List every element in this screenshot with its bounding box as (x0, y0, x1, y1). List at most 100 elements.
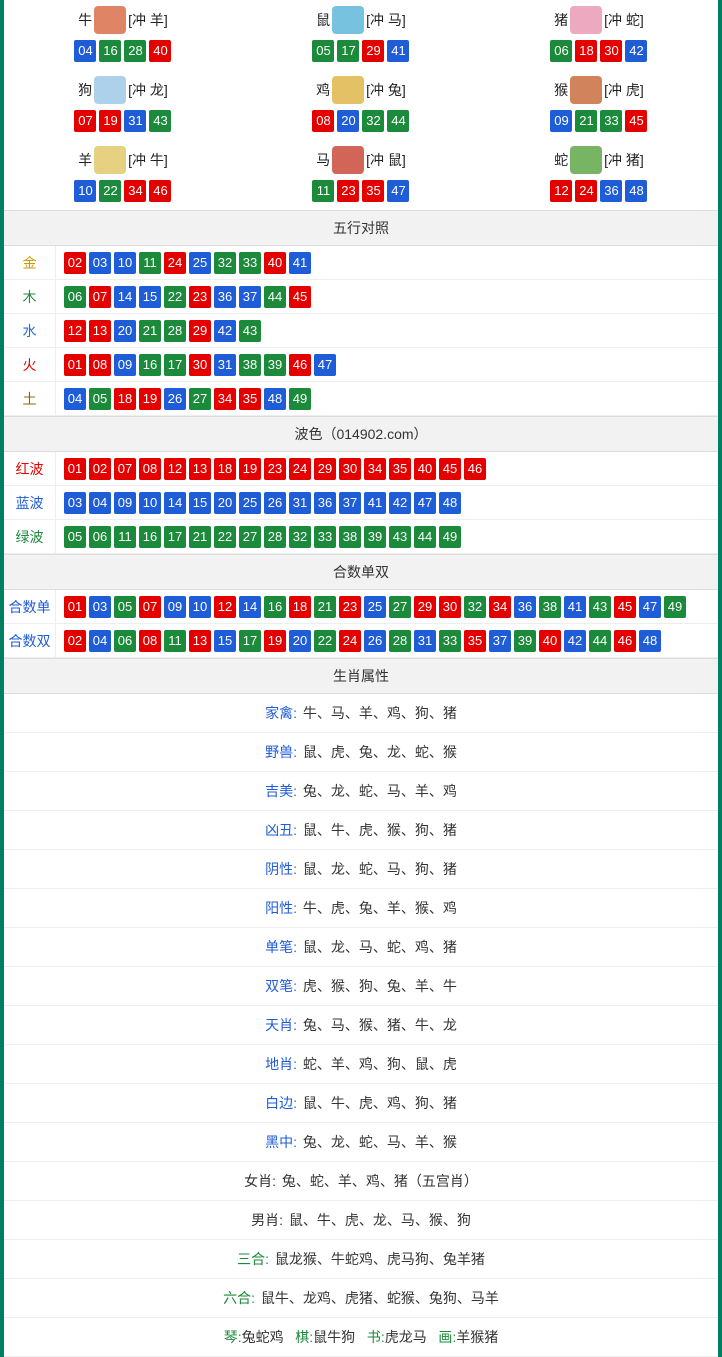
number-ball: 47 (414, 492, 436, 514)
zodiac-balls: 06183042 (480, 40, 718, 62)
zodiac-balls: 05172941 (242, 40, 480, 62)
number-ball: 44 (264, 286, 286, 308)
number-ball: 28 (264, 526, 286, 548)
number-ball: 13 (89, 320, 111, 342)
attribute-value: 鼠、牛、虎、猴、狗、猪 (303, 822, 457, 838)
attribute-value: 虎龙马 (385, 1329, 427, 1345)
number-ball: 48 (625, 180, 647, 202)
number-ball: 29 (314, 458, 336, 480)
number-ball: 40 (539, 630, 561, 652)
attribute-value: 鼠、牛、虎、鸡、狗、猪 (303, 1095, 457, 1111)
number-ball: 31 (414, 630, 436, 652)
number-ball: 30 (600, 40, 622, 62)
zodiac-header: 鼠[冲 马] (242, 4, 480, 36)
attribute-row-multi: 琴:兔蛇鸡 棋:鼠牛狗 书:虎龙马 画:羊猴猪 (4, 1318, 718, 1357)
attribute-label: 白边: (265, 1095, 301, 1111)
number-ball: 19 (239, 458, 261, 480)
number-ball: 38 (239, 354, 261, 376)
number-ball: 40 (264, 252, 286, 274)
number-ball: 38 (339, 526, 361, 548)
attribute-label: 黑中: (265, 1134, 301, 1150)
section-header-wuxing: 五行对照 (4, 210, 718, 246)
zodiac-name: 鼠 (316, 10, 330, 30)
attribute-row: 双笔: 虎、猴、狗、兔、羊、牛 (4, 967, 718, 1006)
number-ball: 47 (314, 354, 336, 376)
number-ball: 37 (339, 492, 361, 514)
number-ball: 46 (149, 180, 171, 202)
row-label: 蓝波 (4, 486, 56, 519)
attribute-value: 蛇、羊、鸡、狗、鼠、虎 (303, 1056, 457, 1072)
separator (284, 1329, 296, 1345)
number-ball: 43 (389, 526, 411, 548)
zodiac-animal-icon (94, 6, 126, 34)
number-ball: 21 (189, 526, 211, 548)
attribute-label: 地肖: (265, 1056, 301, 1072)
number-ball: 08 (89, 354, 111, 376)
attribute-row: 阳性: 牛、虎、兔、羊、猴、鸡 (4, 889, 718, 928)
attribute-value: 羊猴猪 (456, 1329, 498, 1345)
section-header-heshu: 合数单双 (4, 554, 718, 590)
number-ball: 08 (312, 110, 334, 132)
zodiac-name: 猪 (554, 10, 568, 30)
number-ball: 37 (239, 286, 261, 308)
number-ball: 03 (64, 492, 86, 514)
number-ball: 49 (289, 388, 311, 410)
attribute-label: 六合: (223, 1290, 259, 1306)
number-ball: 40 (414, 458, 436, 480)
bose-row: 红波0102070812131819232429303435404546 (4, 452, 718, 486)
attribute-label: 画: (438, 1329, 456, 1345)
row-label: 合数双 (4, 624, 56, 657)
number-ball: 17 (239, 630, 261, 652)
attribute-row: 家禽: 牛、马、羊、鸡、狗、猪 (4, 694, 718, 733)
separator (355, 1329, 367, 1345)
number-ball: 03 (89, 596, 111, 618)
number-ball: 06 (550, 40, 572, 62)
zodiac-grid: 牛[冲 羊]04162840鼠[冲 马]05172941猪[冲 蛇]061830… (4, 0, 718, 210)
attribute-row: 黑中: 兔、龙、蛇、马、羊、猴 (4, 1123, 718, 1162)
row-label: 绿波 (4, 520, 56, 553)
wuxing-row: 土04051819262734354849 (4, 382, 718, 416)
number-ball: 36 (214, 286, 236, 308)
number-ball: 24 (164, 252, 186, 274)
attribute-value: 鼠牛、龙鸡、虎猪、蛇猴、兔狗、马羊 (261, 1290, 499, 1306)
number-ball: 05 (64, 526, 86, 548)
number-ball: 35 (362, 180, 384, 202)
number-ball: 35 (239, 388, 261, 410)
number-ball: 45 (289, 286, 311, 308)
number-ball: 22 (164, 286, 186, 308)
number-ball: 07 (89, 286, 111, 308)
number-ball: 47 (387, 180, 409, 202)
wuxing-row: 水1213202128294243 (4, 314, 718, 348)
number-ball: 28 (164, 320, 186, 342)
number-ball: 04 (64, 388, 86, 410)
number-ball: 24 (575, 180, 597, 202)
number-ball: 14 (239, 596, 261, 618)
zodiac-balls: 07193143 (4, 110, 242, 132)
number-ball: 21 (139, 320, 161, 342)
attribute-value: 鼠、虎、兔、龙、蛇、猴 (303, 744, 457, 760)
number-ball: 05 (312, 40, 334, 62)
zodiac-cell: 鸡[冲 兔]08203244 (242, 70, 480, 140)
number-ball: 48 (264, 388, 286, 410)
attribute-label: 三合: (237, 1251, 273, 1267)
attribute-value: 牛、虎、兔、羊、猴、鸡 (303, 900, 457, 916)
number-ball: 32 (362, 110, 384, 132)
zodiac-header: 牛[冲 羊] (4, 4, 242, 36)
number-ball: 36 (314, 492, 336, 514)
number-ball: 39 (264, 354, 286, 376)
page-container: 牛[冲 羊]04162840鼠[冲 马]05172941猪[冲 蛇]061830… (0, 0, 722, 1357)
separator (427, 1329, 439, 1345)
number-ball: 46 (289, 354, 311, 376)
number-ball: 09 (164, 596, 186, 618)
zodiac-header: 鸡[冲 兔] (242, 74, 480, 106)
attribute-value: 兔、蛇、羊、鸡、猪（五宫肖） (282, 1173, 478, 1189)
attribute-value: 兔蛇鸡 (242, 1329, 284, 1345)
number-ball: 24 (339, 630, 361, 652)
number-ball: 39 (364, 526, 386, 548)
number-ball: 41 (387, 40, 409, 62)
number-ball: 23 (264, 458, 286, 480)
wuxing-row: 火0108091617303138394647 (4, 348, 718, 382)
attribute-value: 鼠龙猴、牛蛇鸡、虎马狗、兔羊猪 (275, 1251, 485, 1267)
number-ball: 25 (239, 492, 261, 514)
number-ball: 21 (314, 596, 336, 618)
